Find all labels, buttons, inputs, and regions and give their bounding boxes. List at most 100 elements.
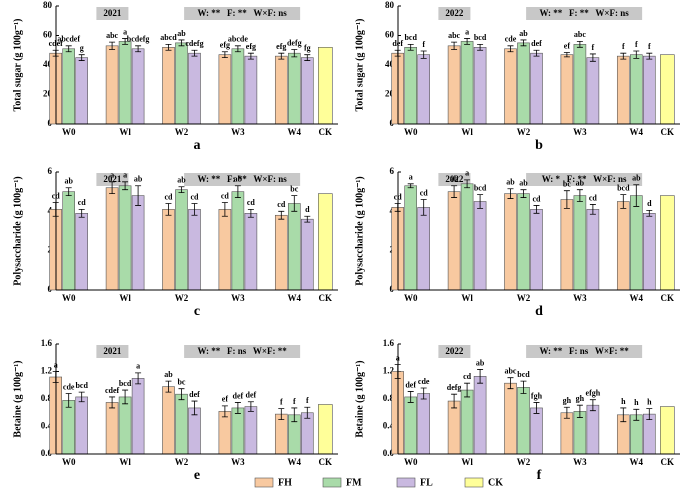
significance-letter: ab (234, 175, 243, 184)
significance-letter: bcdefg (127, 35, 150, 44)
y-tick-label: 6 (48, 166, 53, 176)
panel-letter: c (194, 304, 200, 319)
x-tick-label: CK (319, 127, 333, 137)
error-bar (178, 186, 185, 194)
x-tick-label: CK (661, 457, 675, 467)
x-tick-label: Wl (119, 457, 131, 467)
y-tick-label: 0.8 (41, 393, 53, 403)
error-bar (247, 401, 254, 412)
error-bar (291, 195, 298, 212)
x-tick-label: W0 (62, 293, 76, 303)
y-tick-label: 60 (43, 30, 53, 40)
error-bar (278, 52, 285, 60)
x-tick-label: W0 (62, 457, 76, 467)
bar (244, 406, 258, 455)
bar (175, 42, 188, 125)
bar (642, 413, 656, 455)
stats-box (184, 345, 301, 358)
year-box (438, 7, 471, 20)
significance-letter: def (405, 380, 416, 389)
significance-letter: def (531, 39, 542, 48)
error-bar (78, 208, 85, 218)
x-tick-label: W3 (573, 127, 587, 137)
error-bar (234, 402, 241, 414)
x-tick-label: Wl (119, 293, 131, 303)
error-bar (304, 54, 311, 61)
significance-letter: ab (632, 174, 641, 183)
legend-swatch (254, 477, 274, 488)
significance-letter: a (123, 171, 127, 180)
significance-letter: ab (164, 370, 173, 379)
legend-swatch (396, 477, 416, 488)
bar (62, 400, 75, 455)
y-tick-label: 0.0 (383, 448, 395, 458)
x-tick-label: W3 (231, 127, 245, 137)
significance-letter: defg (447, 383, 462, 392)
stats-box (184, 7, 301, 20)
x-tick-label: Wl (119, 127, 131, 137)
bar (118, 185, 132, 291)
error-bar (247, 208, 254, 218)
y-tick-label: 1.6 (41, 338, 53, 348)
x-tick-label: W0 (62, 127, 76, 137)
significance-letter: def (189, 390, 200, 399)
error-bar (109, 396, 116, 409)
bar (417, 207, 430, 291)
significance-letter: a (409, 173, 413, 182)
error-bar (65, 45, 72, 53)
significance-letter: bcd (75, 381, 88, 390)
bar (175, 393, 188, 455)
y-tick-label: 6 (390, 166, 395, 176)
significance-letter: abc (574, 30, 586, 39)
bar (287, 52, 301, 125)
error-bar (620, 194, 627, 209)
error-bar (464, 38, 471, 45)
x-tick-label: W4 (288, 457, 302, 467)
bar (616, 55, 630, 125)
bar (62, 191, 75, 291)
error-bar (109, 181, 116, 195)
significance-letter: cd (463, 372, 472, 381)
error-bar (451, 185, 458, 198)
y-tick-label: 0.8 (383, 393, 395, 403)
x-tick-label: W3 (231, 293, 245, 303)
bar (274, 413, 288, 455)
bar (447, 45, 461, 125)
legend-label: FH (278, 477, 292, 488)
significance-letter: cd (190, 192, 199, 201)
bar (530, 52, 543, 125)
bar (530, 209, 543, 291)
y-tick-label: 20 (385, 89, 395, 99)
year-box (438, 173, 471, 186)
bar (105, 187, 119, 291)
error-bar (420, 50, 427, 59)
x-tick-label: W2 (175, 293, 189, 303)
y-tick-label: 20 (43, 89, 53, 99)
error-bar (589, 204, 596, 215)
stats-box (526, 345, 643, 358)
bar (517, 387, 530, 455)
error-bar (191, 400, 198, 416)
error-bar (165, 43, 172, 51)
y-axis-label: Total sugar (g 100g⁻¹) (12, 18, 23, 111)
y-tick-label: 1.2 (383, 366, 395, 376)
error-bar (533, 402, 540, 414)
y-axis-label: Betaine (g 100g⁻¹) (12, 360, 23, 437)
bar (75, 396, 88, 455)
error-bar (533, 205, 540, 214)
legend: FH FM FL CK (254, 477, 503, 488)
error-bar (576, 189, 583, 202)
significance-letter: bcd (119, 379, 132, 388)
bar (473, 46, 487, 125)
bar (460, 183, 474, 291)
significance-letter: ab (519, 29, 528, 38)
bar (460, 389, 474, 455)
significance-letter: d (647, 199, 652, 208)
x-tick-label: CK (661, 293, 675, 303)
significance-letter: cd (221, 191, 230, 200)
significance-letter: bc (290, 184, 298, 193)
error-bar (234, 45, 241, 53)
panel-letter: f (537, 468, 542, 483)
significance-letter: a (465, 169, 469, 178)
